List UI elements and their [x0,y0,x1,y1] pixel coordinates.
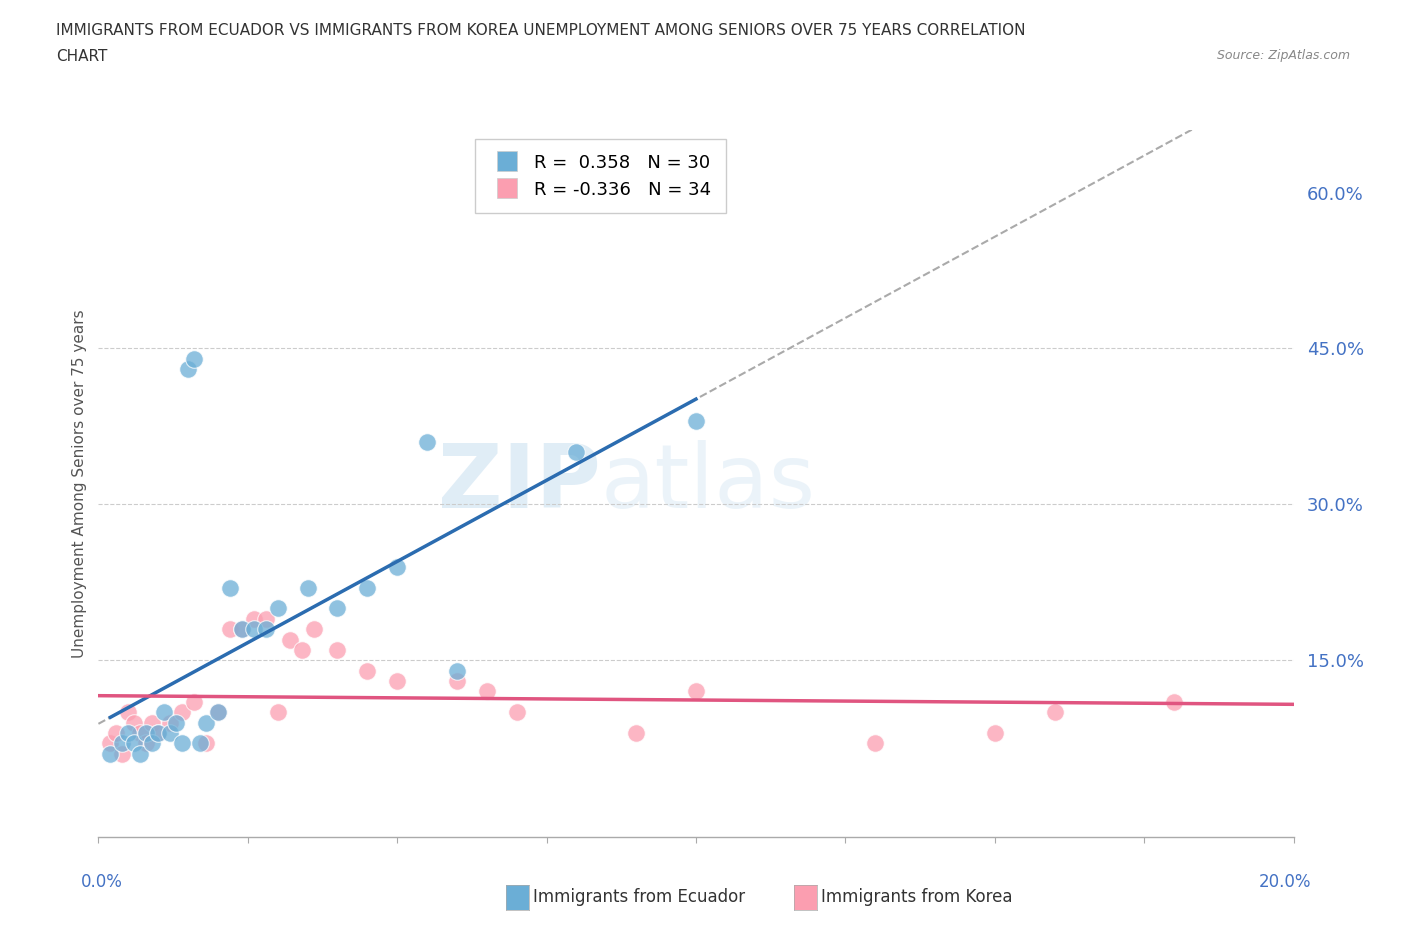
Point [356,663,378,678]
Point [124,736,146,751]
Point [624,725,647,740]
Point [165,715,187,730]
Point [302,621,325,636]
Point [326,601,349,616]
Point [194,736,218,751]
Point [117,725,139,740]
Point [207,705,229,720]
Point [105,725,128,740]
Point [172,705,194,720]
Point [243,621,266,636]
Point [231,621,253,636]
Point [177,362,200,377]
Legend: R =  0.358   N = 30, R = -0.336   N = 34: R = 0.358 N = 30, R = -0.336 N = 34 [475,140,725,213]
Point [297,580,319,595]
Y-axis label: Unemployment Among Seniors over 75 years: Unemployment Among Seniors over 75 years [72,310,87,658]
Point [446,673,468,688]
Point [446,663,468,678]
Point [194,715,218,730]
Point [231,621,253,636]
Point [565,445,588,459]
Point [183,352,205,366]
Point [254,621,277,636]
Point [685,414,707,429]
Point [475,684,498,699]
Point [385,673,409,688]
Text: 0.0%: 0.0% [80,873,122,891]
Point [159,715,181,730]
Point [254,611,277,626]
Text: Immigrants from Korea: Immigrants from Korea [821,888,1012,907]
Point [416,434,439,449]
Point [207,705,229,720]
Text: atlas: atlas [600,440,815,527]
Point [148,725,170,740]
Point [188,736,211,751]
Point [267,705,290,720]
Point [172,736,194,751]
Point [111,747,134,762]
Point [141,736,163,751]
Point [117,705,139,720]
Point [983,725,1005,740]
Point [326,643,349,658]
Point [385,559,409,574]
Point [153,705,176,720]
Text: Immigrants from Ecuador: Immigrants from Ecuador [533,888,745,907]
Text: Source: ZipAtlas.com: Source: ZipAtlas.com [1216,49,1350,62]
Point [290,643,312,658]
Point [98,736,122,751]
Point [183,695,205,710]
Point [141,715,163,730]
Point [278,632,301,647]
Point [685,684,707,699]
Point [129,747,152,762]
Point [98,747,122,762]
Point [135,736,157,751]
Point [1163,695,1185,710]
Point [267,601,290,616]
Point [135,725,157,740]
Text: CHART: CHART [56,49,108,64]
Point [243,611,266,626]
Point [219,580,242,595]
Point [124,715,146,730]
Point [356,580,378,595]
Point [219,621,242,636]
Point [506,705,529,720]
Point [865,736,887,751]
Text: ZIP: ZIP [437,440,600,527]
Point [111,736,134,751]
Text: IMMIGRANTS FROM ECUADOR VS IMMIGRANTS FROM KOREA UNEMPLOYMENT AMONG SENIORS OVER: IMMIGRANTS FROM ECUADOR VS IMMIGRANTS FR… [56,23,1026,38]
Point [129,725,152,740]
Text: 20.0%: 20.0% [1258,873,1312,891]
Point [1043,705,1066,720]
Point [159,725,181,740]
Point [148,725,170,740]
